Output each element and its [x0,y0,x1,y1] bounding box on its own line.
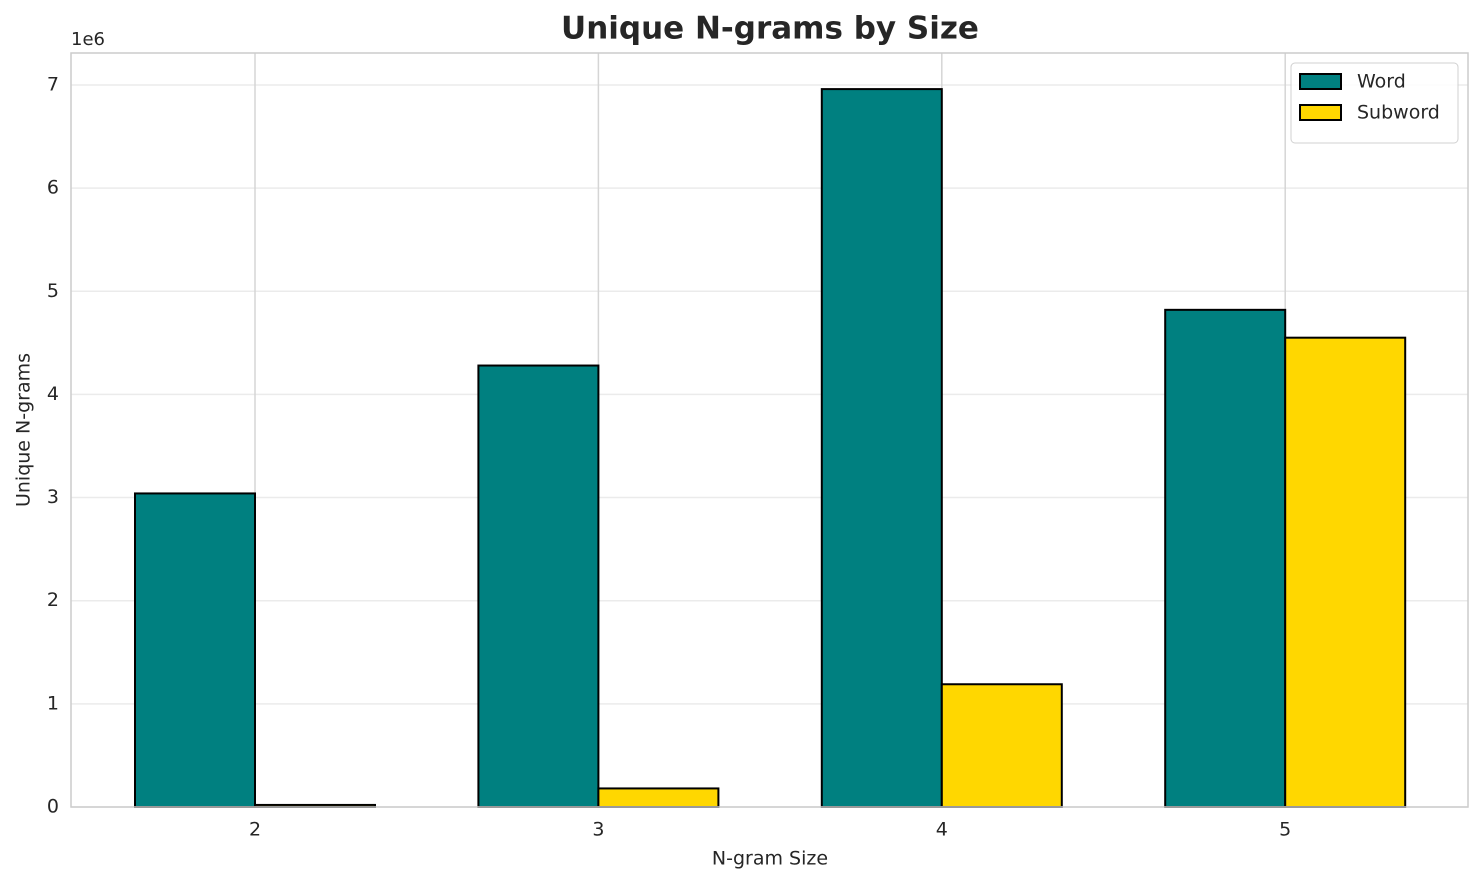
y-tick-label: 6 [47,177,59,199]
bar [477,364,600,808]
legend: Word Subword [1290,62,1459,144]
x-tick-label: 4 [936,819,948,841]
y-tick-label: 5 [47,280,59,302]
bar [940,683,1063,808]
y-tick-label: 7 [47,73,59,95]
bar [820,88,943,808]
y-axis-label: Unique N-grams [13,353,35,507]
bars [134,88,1407,809]
bar [134,492,256,808]
y-tick-label: 0 [47,796,59,818]
bar [1284,336,1407,808]
plot-frame [70,52,1469,808]
legend-swatch [1299,73,1342,90]
y-tick-label: 4 [47,383,59,405]
x-axis-label: N-gram Size [712,848,828,870]
bar [597,787,720,809]
y-tick-label: 3 [47,486,59,508]
y-tick-label: 1 [47,692,59,714]
y-tick-label: 2 [47,589,59,611]
x-tick-label: 5 [1279,819,1291,841]
legend-label: Subword [1357,102,1440,124]
legend-label: Word [1357,71,1406,93]
bar [1164,308,1287,808]
legend-swatch [1299,104,1342,121]
y-offset-label: 1e6 [71,29,105,50]
x-tick-label: 3 [592,819,604,841]
chart-title: Unique N-grams by Size [561,11,979,47]
x-tick-label: 2 [249,819,261,841]
